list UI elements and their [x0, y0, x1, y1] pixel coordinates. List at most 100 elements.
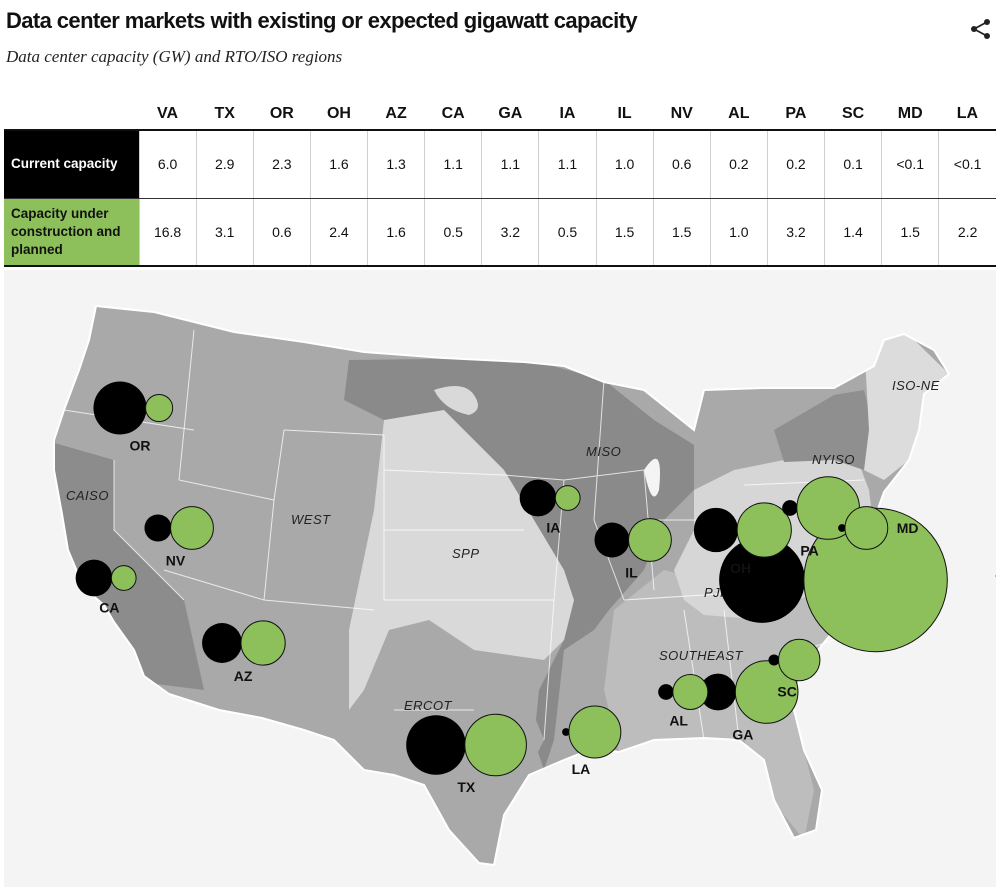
column-header: IL — [596, 99, 654, 131]
state-label-or: OR — [130, 438, 151, 454]
planned-bubble-md — [844, 506, 889, 550]
current-capacity-cell: 0.6 — [652, 130, 711, 199]
planned-bubble-nv — [170, 506, 214, 550]
state-label-az: AZ — [234, 668, 253, 684]
capacity-table: VA TX OR OH AZ CA GA IA IL NV AL PA SC MD LA Current c… — [4, 99, 996, 267]
planned-capacity-cell: 0.5 — [424, 198, 482, 267]
state-label-ca: CA — [99, 599, 119, 615]
region-labels: CAISO WEST SPP MISO ERCOT PJM SOUTHEAST … — [66, 378, 940, 713]
planned-capacity-cell: 3.2 — [766, 198, 825, 267]
current-bubble-la — [562, 728, 570, 736]
column-header: AL — [710, 99, 768, 131]
map-area: CAISO WEST SPP MISO ERCOT PJM SOUTHEAST … — [4, 270, 996, 887]
column-header: PA — [767, 99, 825, 131]
region-layer — [53, 304, 951, 867]
column-header: SC — [824, 99, 882, 131]
state-label-nv: NV — [166, 552, 186, 568]
column-header: OH — [310, 99, 368, 131]
current-capacity-cell: 0.2 — [766, 130, 825, 199]
planned-capacity-cell: 1.5 — [881, 198, 939, 267]
region-nyiso — [774, 390, 874, 470]
bubble-layer: VA TX OR OH AZ CA GA IA IL NV AL PA SC MD LA — [75, 381, 996, 795]
us-map: CAISO WEST SPP MISO ERCOT PJM SOUTHEAST … — [53, 304, 996, 867]
column-header: NV — [653, 99, 711, 131]
current-bubble-tx — [406, 715, 466, 775]
state-label-pa: PA — [800, 542, 818, 558]
planned-capacity-cell: 2.4 — [309, 198, 368, 267]
planned-bubble-la — [568, 705, 622, 759]
planned-bubble-oh — [736, 502, 792, 558]
state-label-md: MD — [897, 520, 919, 536]
current-capacity-cell: 1.1 — [538, 130, 596, 199]
column-header: LA — [938, 99, 996, 131]
planned-bubble-az — [240, 620, 286, 666]
current-capacity-cell: 1.6 — [309, 130, 368, 199]
lake-michigan — [644, 458, 660, 497]
current-bubble-az — [202, 623, 242, 663]
region-label-isone: ISO-NE — [892, 378, 940, 393]
current-capacity-cell: <0.1 — [938, 130, 996, 199]
planned-capacity-cell: 1.0 — [709, 198, 768, 267]
state-label-al: AL — [669, 713, 688, 729]
state-label-il: IL — [625, 564, 638, 580]
planned-capacity-label: Capacity under construction and planned — [4, 198, 139, 267]
current-bubble-md — [838, 524, 846, 532]
current-capacity-cell: 1.3 — [366, 130, 425, 199]
region-label-ercot: ERCOT — [404, 698, 453, 713]
current-capacity-cell: 1.1 — [481, 130, 539, 199]
planned-capacity-cell: 2.2 — [938, 198, 996, 267]
state-label-ga: GA — [732, 726, 753, 742]
planned-bubble-ia — [554, 485, 581, 511]
region-label-west: WEST — [291, 512, 331, 527]
current-capacity-label: Current capacity — [4, 130, 139, 199]
current-bubble-pa — [782, 500, 798, 516]
planned-bubble-al — [672, 674, 709, 710]
planned-capacity-cell: 1.4 — [823, 198, 882, 267]
current-bubble-sc — [768, 654, 780, 666]
current-capacity-cell: 0.1 — [823, 130, 882, 199]
chart-title: Data center markets with existing or exp… — [6, 8, 638, 33]
current-bubble-nv — [144, 514, 172, 542]
region-spp-north — [434, 386, 478, 415]
column-header: VA — [139, 99, 197, 131]
column-header: MD — [881, 99, 939, 131]
state-label-la: LA — [572, 761, 591, 777]
planned-capacity-cell: 1.5 — [595, 198, 654, 267]
planned-bubble-tx — [464, 713, 527, 777]
current-capacity-row: Current capacity 6.0 2.9 2.3 1.6 1.3 1.1 1.1 1.… — [4, 130, 996, 199]
planned-bubble-il — [628, 518, 672, 562]
region-label-miso: MISO — [586, 444, 621, 459]
column-header: AZ — [367, 99, 425, 131]
planned-capacity-cell: 0.6 — [252, 198, 311, 267]
state-label-oh: OH — [730, 560, 751, 576]
planned-capacity-row: Capacity under construction and planned … — [4, 198, 996, 267]
state-label-tx: TX — [457, 779, 476, 795]
planned-capacity-cell: 16.8 — [138, 198, 197, 267]
current-bubble-ca — [75, 559, 113, 597]
planned-bubble-sc — [778, 638, 821, 682]
column-header: CA — [424, 99, 482, 131]
planned-bubble-or — [145, 393, 174, 423]
planned-capacity-cell: 3.2 — [481, 198, 539, 267]
column-header: GA — [481, 99, 539, 131]
state-label-ia: IA — [546, 519, 560, 535]
state-borders — [63, 329, 865, 741]
current-bubble-al — [658, 684, 674, 700]
region-label-nyiso: NYISO — [812, 452, 855, 467]
planned-capacity-cell: 1.6 — [366, 198, 425, 267]
planned-capacity-cell: 3.1 — [195, 198, 254, 267]
current-bubble-ia — [519, 479, 557, 517]
current-bubble-va — [719, 537, 805, 623]
current-bubble-oh — [693, 507, 739, 553]
region-label-caiso: CAISO — [66, 488, 109, 503]
region-miso — [344, 358, 694, 770]
planned-bubble-ca — [110, 565, 137, 591]
current-capacity-cell: 6.0 — [138, 130, 197, 199]
share-icon[interactable] — [968, 16, 994, 42]
current-capacity-cell: 1.0 — [595, 130, 654, 199]
header-corner — [4, 99, 139, 131]
planned-capacity-cell: 0.5 — [538, 198, 596, 267]
planned-bubble-ga — [734, 660, 799, 724]
current-bubble-or — [93, 381, 147, 435]
column-header: TX — [196, 99, 254, 131]
